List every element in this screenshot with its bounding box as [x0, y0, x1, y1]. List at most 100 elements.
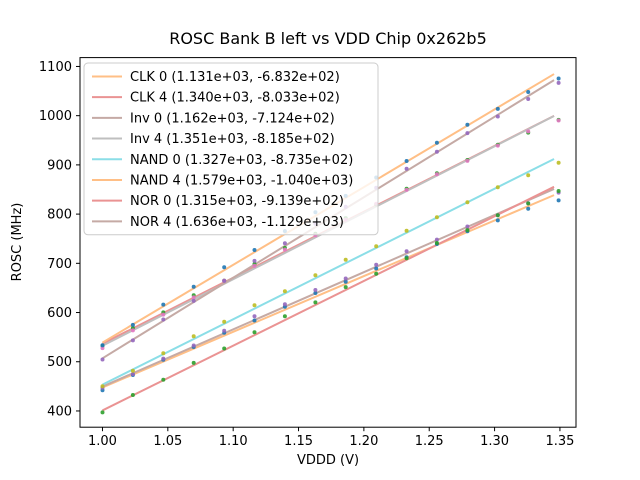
- x-tick-label: 1.15: [284, 434, 313, 449]
- legend-item-inv-4: Inv 4 (1.351e+03, -8.185e+02): [130, 132, 335, 147]
- data-point-nand-4: [526, 90, 531, 94]
- data-point-nand-0: [434, 215, 439, 220]
- data-point-nand-0: [313, 273, 318, 278]
- data-point-clk-0: [374, 266, 379, 271]
- data-point-inv-0: [374, 262, 379, 267]
- data-point-nor-0: [100, 410, 105, 415]
- legend-item-nor-4: NOR 4 (1.636e+03, -1.129e+03): [130, 215, 344, 230]
- data-point-inv-4: [191, 295, 196, 300]
- x-tick-label: 1.00: [88, 434, 117, 449]
- x-tick-label: 1.25: [415, 434, 444, 449]
- data-point-inv-4: [404, 187, 409, 192]
- data-point-nand-4: [100, 343, 105, 348]
- data-point-inv-0: [343, 276, 348, 281]
- data-point-nand-0: [130, 368, 135, 373]
- data-point-nand-0: [252, 303, 257, 308]
- data-point-nor-0: [556, 189, 561, 193]
- legend: CLK 0 (1.131e+03, -6.832e+02) CLK 4 (1.34…: [83, 62, 379, 236]
- y-tick-label: 600: [47, 306, 72, 321]
- data-point-nor-4: [404, 166, 409, 171]
- x-tick-label: 1.20: [349, 434, 378, 449]
- data-point-nor-0: [222, 346, 227, 351]
- data-point-nand-4: [130, 322, 135, 327]
- legend-item-clk-4: CLK 4 (1.340e+03, -8.033e+02): [130, 91, 340, 106]
- x-tick-label: 1.30: [480, 434, 509, 449]
- data-point-nand-4: [465, 122, 470, 127]
- data-point-nand-0: [404, 228, 409, 233]
- data-point-inv-0: [252, 314, 257, 319]
- data-point-nand-0: [282, 289, 287, 294]
- data-point-nand-4: [191, 284, 196, 289]
- data-point-nand-0: [556, 160, 561, 165]
- data-point-inv-0: [222, 328, 227, 333]
- data-point-nor-0: [343, 285, 348, 290]
- y-tick-label: 1000: [39, 109, 72, 124]
- data-point-nand-4: [556, 76, 561, 81]
- data-point-nand-0: [374, 244, 379, 249]
- plot-border: [79, 57, 577, 428]
- data-point-nor-0: [161, 377, 166, 382]
- data-point-inv-0: [191, 343, 196, 348]
- data-point-nor-4: [130, 338, 135, 343]
- data-point-nor-0: [130, 393, 135, 397]
- legend-item-nand-0: NAND 0 (1.327e+03, -8.735e+02): [130, 153, 353, 168]
- data-point-nand-0: [526, 173, 531, 178]
- data-point-clk-0: [495, 218, 500, 223]
- data-point-nand-0: [343, 257, 348, 262]
- data-point-nor-0: [404, 256, 409, 261]
- data-point-inv-0: [404, 249, 409, 254]
- data-point-inv-0: [434, 237, 439, 242]
- legend-item-clk-0: CLK 0 (1.131e+03, -6.832e+02): [130, 70, 340, 85]
- y-tick-label: 800: [47, 208, 72, 223]
- fit-line-nand-0: [102, 158, 555, 386]
- legend-item-nand-4: NAND 4 (1.579e+03, -1.040e+03): [130, 173, 353, 188]
- data-point-nor-4: [495, 114, 500, 119]
- data-point-inv-4: [130, 328, 135, 333]
- data-point-nand-0: [222, 319, 227, 324]
- data-point-inv-0: [313, 288, 318, 292]
- data-point-nor-0: [191, 360, 196, 365]
- data-point-nor-0: [282, 314, 287, 319]
- legend-item-nor-0: NOR 0 (1.315e+03, -9.139e+02): [130, 194, 344, 209]
- data-point-nor-0: [495, 213, 500, 218]
- data-point-nand-0: [191, 334, 196, 339]
- data-point-nor-4: [100, 357, 105, 362]
- data-point-nor-4: [526, 97, 531, 101]
- data-point-inv-4: [100, 346, 105, 351]
- data-point-nor-4: [282, 241, 287, 246]
- data-point-inv-4: [495, 143, 500, 148]
- data-point-nor-4: [161, 317, 166, 322]
- data-point-nor-4: [434, 149, 439, 154]
- fit-line-clk-0: [102, 194, 555, 389]
- data-point-nor-0: [252, 330, 257, 335]
- y-axis-label: ROSC (MHz): [10, 203, 25, 282]
- data-point-nor-4: [191, 298, 196, 303]
- x-axis-label: VDDD (V): [297, 453, 359, 468]
- data-point-nor-0: [465, 228, 470, 233]
- scatter-dots-layer: [100, 76, 561, 415]
- data-point-nand-4: [434, 140, 439, 145]
- data-point-inv-0: [282, 302, 287, 307]
- data-point-clk-0: [343, 279, 348, 284]
- legend-item-inv-0: Inv 0 (1.162e+03, -7.124e+02): [130, 111, 335, 126]
- data-point-nor-0: [374, 271, 379, 276]
- data-point-nand-0: [161, 351, 166, 356]
- data-point-inv-4: [465, 158, 470, 163]
- data-point-nor-0: [313, 300, 318, 305]
- data-point-nor-4: [252, 258, 257, 263]
- data-point-clk-0: [526, 206, 531, 211]
- y-tick-label: 500: [47, 355, 72, 370]
- data-point-nor-4: [465, 131, 470, 136]
- data-point-nor-4: [222, 278, 227, 283]
- chart-title: ROSC Bank B left vs VDD Chip 0x262b5: [169, 29, 487, 48]
- data-point-clk-0: [556, 198, 561, 203]
- data-point-nand-0: [100, 384, 105, 389]
- data-point-inv-0: [161, 356, 166, 361]
- data-point-nand-4: [404, 159, 409, 163]
- x-tick-label: 1.10: [219, 434, 248, 449]
- y-tick-label: 1100: [39, 60, 72, 75]
- data-point-clk-0: [313, 291, 318, 295]
- data-point-inv-4: [526, 129, 531, 134]
- y-tick-label: 700: [47, 257, 72, 272]
